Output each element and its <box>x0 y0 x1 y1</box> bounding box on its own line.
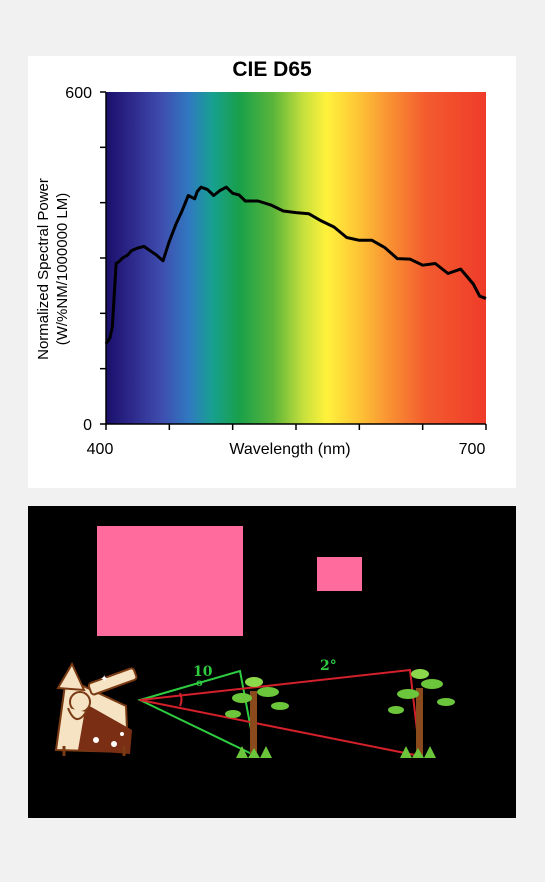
large-color-sample <box>97 526 243 636</box>
y-axis-unit: (W/%NM/1000000 LM) <box>54 193 71 346</box>
far-tree-icon <box>388 669 455 758</box>
ten-degree-field-lines <box>137 669 258 758</box>
spectral-power-curve <box>104 185 487 345</box>
y-tick-label-top: 600 <box>65 85 92 102</box>
x-axis-label: Wavelength (nm) <box>229 441 350 458</box>
spectrum-background <box>106 92 486 424</box>
ten-degree-label: 10 <box>193 664 213 680</box>
near-tree-icon <box>225 677 289 758</box>
x-tick-label-left: 400 <box>87 441 114 458</box>
degree-symbol: o <box>196 678 203 689</box>
field-of-view-illustration: ✦ 10 o 2° <box>28 506 516 818</box>
fov-svg: ✦ <box>54 661 455 758</box>
small-color-sample <box>317 557 362 591</box>
x-tick-label-right: 700 <box>459 441 486 458</box>
two-degree-label: 2° <box>320 658 337 674</box>
chart-title: CIE D65 <box>232 58 312 81</box>
two-degree-field-lines <box>139 668 422 758</box>
svg-text:✦: ✦ <box>100 674 108 685</box>
chart-panel: CIE D65 600 0 400 700 <box>28 56 516 488</box>
y-tick-label-bottom: 0 <box>83 417 92 434</box>
y-axis-label: Normalized Spectral Power <box>35 178 52 360</box>
astronomer-with-telescope-icon: ✦ <box>54 661 138 756</box>
chart-svg: 600 0 400 700 Wavelength (nm) Normalized… <box>35 85 487 458</box>
